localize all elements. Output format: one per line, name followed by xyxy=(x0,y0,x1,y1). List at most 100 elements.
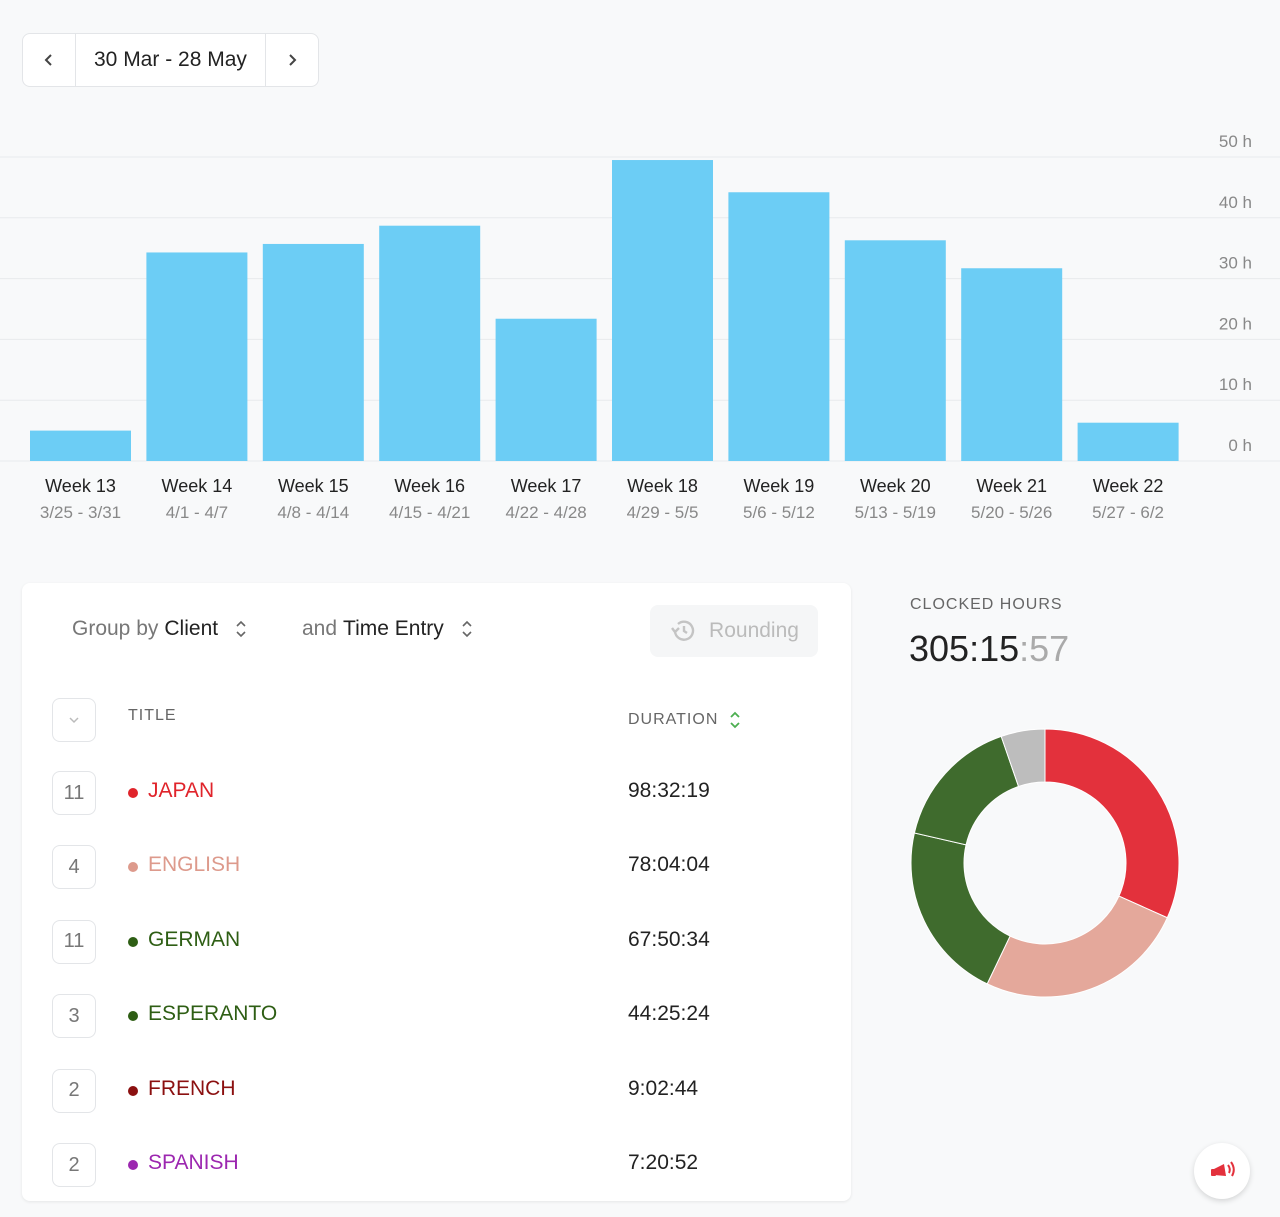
y-tick-label: 20 h xyxy=(1219,314,1252,333)
bar[interactable] xyxy=(1077,422,1179,461)
donut-segment[interactable] xyxy=(910,832,1011,985)
group-by-selector[interactable]: Group by Client xyxy=(72,617,248,641)
x-tick-label: Week 22 xyxy=(1093,476,1164,496)
rounding-label: Rounding xyxy=(709,619,799,642)
chevron-updown-icon xyxy=(236,620,246,638)
x-tick-sublabel: 4/8 - 4/14 xyxy=(277,503,349,522)
x-tick-label: Week 21 xyxy=(976,476,1047,496)
client-color-dot xyxy=(128,862,138,873)
entry-count-badge[interactable]: 4 xyxy=(52,845,96,890)
column-header-duration-label: DURATION xyxy=(628,711,719,728)
sort-icon xyxy=(730,711,741,729)
entry-count-badge[interactable]: 2 xyxy=(52,1068,96,1113)
bar[interactable] xyxy=(495,318,597,461)
table-row[interactable]: 2 FRENCH 9:02:44 xyxy=(22,1068,851,1143)
x-tick-label: Week 20 xyxy=(860,476,931,496)
x-tick-sublabel: 5/20 - 5/26 xyxy=(971,503,1052,522)
bar[interactable] xyxy=(728,192,830,461)
bar[interactable] xyxy=(612,160,713,461)
client-color-dot xyxy=(128,1160,138,1170)
clocked-hours-main: 305:15 xyxy=(909,628,1020,669)
column-header-duration[interactable]: DURATION xyxy=(628,709,742,731)
client-title[interactable]: ESPERANTO xyxy=(148,1002,278,1026)
group-by-value: Client xyxy=(164,617,219,640)
client-title[interactable]: FRENCH xyxy=(148,1076,236,1100)
x-tick-label: Week 19 xyxy=(744,476,815,496)
client-duration: 44:25:24 xyxy=(628,1002,710,1026)
bar[interactable] xyxy=(844,240,946,461)
client-duration: 9:02:44 xyxy=(628,1076,699,1100)
x-tick-label: Week 17 xyxy=(511,476,582,496)
y-tick-label: 0 h xyxy=(1228,436,1252,455)
x-tick-sublabel: 5/6 - 5/12 xyxy=(743,503,815,522)
client-title[interactable]: SPANISH xyxy=(148,1151,239,1174)
donut-segment[interactable] xyxy=(1000,728,1046,788)
table-row[interactable]: 2 SPANISH 7:20:52 xyxy=(22,1143,851,1217)
entry-count-badge[interactable]: 11 xyxy=(52,771,96,815)
donut-segment[interactable] xyxy=(1044,728,1180,919)
x-tick-label: Week 13 xyxy=(45,476,116,496)
bar[interactable] xyxy=(961,268,1063,461)
y-tick-label: 50 h xyxy=(1219,132,1252,151)
y-tick-label: 10 h xyxy=(1219,375,1252,394)
chevron-left-icon xyxy=(44,54,52,66)
table-row[interactable]: 4 ENGLISH 78:04:04 xyxy=(22,845,851,919)
clocked-hours-label: CLOCKED HOURS xyxy=(910,596,1063,613)
chevron-updown-icon xyxy=(462,620,472,638)
x-tick-sublabel: 4/29 - 5/5 xyxy=(627,503,699,522)
rounding-button[interactable]: Rounding xyxy=(650,605,818,657)
table-row[interactable]: 11 JAPAN 98:32:19 xyxy=(22,771,851,845)
x-tick-sublabel: 5/27 - 6/2 xyxy=(1092,503,1164,522)
client-share-donut xyxy=(910,728,1180,998)
client-title[interactable]: ENGLISH xyxy=(148,853,241,877)
client-duration: 7:20:52 xyxy=(628,1151,699,1174)
client-color-dot xyxy=(128,936,138,947)
next-range-button[interactable] xyxy=(266,34,318,86)
entry-count-badge[interactable]: 11 xyxy=(52,919,96,964)
table-row[interactable]: 3 ESPERANTO 44:25:24 xyxy=(22,994,851,1068)
entry-count-badge[interactable]: 2 xyxy=(52,1143,96,1187)
y-tick-label: 40 h xyxy=(1219,193,1252,212)
date-range-label[interactable]: 30 Mar - 28 May xyxy=(75,34,266,86)
x-tick-sublabel: 4/1 - 4/7 xyxy=(166,503,228,522)
entry-count-badge[interactable]: 3 xyxy=(52,994,96,1039)
subgroup-value: Time Entry xyxy=(343,617,444,640)
clocked-hours-seconds: :57 xyxy=(1019,628,1070,669)
subgroup-selector[interactable]: and Time Entry xyxy=(302,617,474,641)
report-table-card: Group by Client and Time Entry Rounding … xyxy=(22,583,851,1201)
x-tick-label: Week 16 xyxy=(394,476,465,496)
date-range-picker: 30 Mar - 28 May xyxy=(22,33,319,87)
client-color-dot xyxy=(128,1011,138,1022)
subgroup-prefix: and xyxy=(302,617,338,640)
client-title[interactable]: JAPAN xyxy=(148,779,215,802)
column-header-title[interactable]: TITLE xyxy=(128,707,177,724)
expand-all-button[interactable] xyxy=(52,698,96,742)
megaphone-icon xyxy=(1211,1161,1235,1177)
client-title[interactable]: GERMAN xyxy=(148,927,241,951)
prev-range-button[interactable] xyxy=(23,34,75,86)
clocked-hours-value: 305:15:57 xyxy=(909,628,1069,670)
client-duration: 67:50:34 xyxy=(628,927,710,951)
y-tick-label: 30 h xyxy=(1219,254,1252,273)
weekly-hours-chart: 0 h 10 h 20 h 30 h 40 h 50 h Week 13 3/25 - 3/3… xyxy=(0,132,1280,522)
bar[interactable] xyxy=(146,252,248,461)
x-tick-sublabel: 5/13 - 5/19 xyxy=(855,503,936,522)
x-tick-sublabel: 4/15 - 4/21 xyxy=(389,503,470,522)
x-tick-sublabel: 4/22 - 4/28 xyxy=(505,503,586,522)
x-tick-label: Week 15 xyxy=(278,476,349,496)
x-tick-label: Week 14 xyxy=(162,476,233,496)
bar[interactable] xyxy=(262,243,364,461)
table-row[interactable]: 11 GERMAN 67:50:34 xyxy=(22,919,851,994)
bar[interactable] xyxy=(379,225,481,461)
feedback-button[interactable] xyxy=(1194,1143,1250,1199)
group-by-prefix: Group by xyxy=(72,617,159,640)
donut-segment[interactable] xyxy=(913,735,1020,846)
donut-segment[interactable] xyxy=(986,895,1168,998)
client-color-dot xyxy=(128,1085,138,1096)
client-color-dot xyxy=(128,788,138,798)
client-duration: 98:32:19 xyxy=(628,779,710,802)
history-icon xyxy=(671,620,695,641)
chevron-right-icon xyxy=(289,54,297,66)
bar[interactable] xyxy=(30,430,131,461)
x-tick-sublabel: 3/25 - 3/31 xyxy=(40,503,121,522)
